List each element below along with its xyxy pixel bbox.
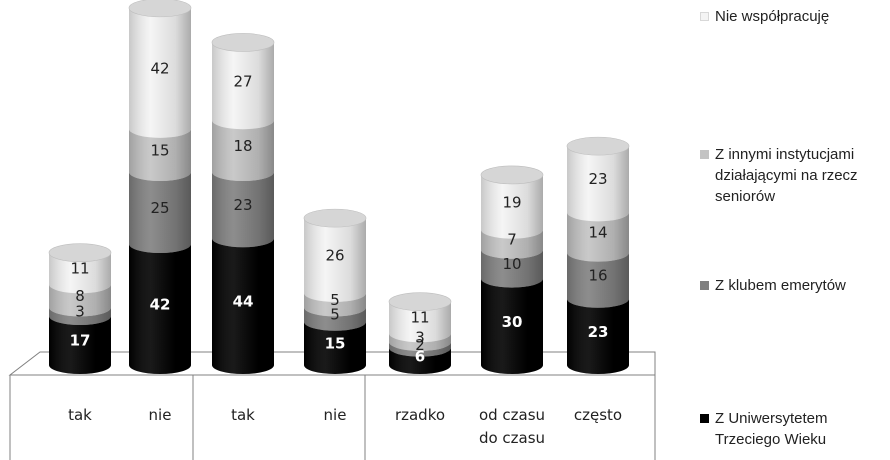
bar-segment-shade-1-3 [49,284,111,317]
bar-segment-shade-5-1 [389,347,451,374]
legend-swatch [700,12,709,21]
bar-segment-shade-6-1 [481,278,543,374]
legend-item-z-innymi-instytucjami-dzia-aj-cymi-na-rzecz-senior-w: Z innymi instytucjami działającymi na rz… [700,144,885,207]
value-label-z-klubem-emeryt-w-3: 23 [233,196,252,214]
value-label-z-klubem-emeryt-w-5: 2 [415,336,425,354]
bar-segment-shade-2-4 [129,7,191,138]
legend: Nie współpracuję Z innymi instytucjami dz… [700,0,890,460]
category-label-7: często [574,406,622,424]
bar-segment-shade-1-2 [49,307,111,326]
value-label-nie-wsp-pracuj-6: 19 [502,193,521,211]
value-label-nie-wsp-pracuj-5: 11 [410,308,429,326]
legend-label: Z klubem emerytów [715,277,846,294]
bar-top-cap-4 [303,208,367,228]
bar-segment-shade-4-1 [304,321,366,374]
bar-top-cap-1 [48,243,112,262]
value-label-z-innymi-instytucjami-dzia-aj-cymi-na-rzecz-senior-w-2: 15 [150,141,169,159]
bar-stack-5: 623 11 [388,292,452,374]
category-label-3: tak [231,406,255,424]
bar-segment-shade-3-2 [212,172,274,248]
legend-label: Nie współpracuję [715,8,830,25]
value-label-z-uniwersytetem-trzeciego-wieku-1: 17 [70,332,91,350]
bar-stack-3: 44 23 18 27 [211,33,275,374]
value-label-nie-wsp-pracuj-3: 27 [233,72,252,90]
value-label-z-innymi-instytucjami-dzia-aj-cymi-na-rzecz-senior-w-3: 18 [233,137,252,155]
bar-top-cap-3 [211,33,275,52]
value-label-z-klubem-emeryt-w-1: 3 [75,303,85,321]
legend-item-nie-wsp-pracuj: Nie współpracuję [700,6,885,27]
value-label-nie-wsp-pracuj-1: 11 [70,260,89,278]
stacked-bar-chart: tak nie tak nie rzadko od czasu do czasu często… [8,0,656,460]
value-label-z-innymi-instytucjami-dzia-aj-cymi-na-rzecz-senior-w-5: 3 [415,329,425,347]
value-label-z-innymi-instytucjami-dzia-aj-cymi-na-rzecz-senior-w-7: 14 [588,224,607,242]
bar-segment-shade-6-4 [481,174,543,239]
value-label-z-uniwersytetem-trzeciego-wieku-4: 15 [325,334,346,352]
bar-segment-shade-2-1 [129,244,191,374]
value-label-z-uniwersytetem-trzeciego-wieku-7: 23 [588,323,609,341]
bar-segment-shade-3-3 [212,120,274,182]
bar-stack-4: 15 55 26 [303,208,367,374]
bar-top-cap-7 [566,136,630,156]
category-label-4: nie [324,406,347,424]
bar-segment-shade-5-2 [389,341,451,357]
category-label-5: rzadko [395,406,445,424]
bar-segment-shade-1-4 [49,252,111,294]
bar-stack-7: 23 16 14 23 [566,136,630,374]
bar-stack-1: 17 38 11 [48,243,112,374]
bar-segment-shade-7-1 [567,298,629,374]
value-label-z-innymi-instytucjami-dzia-aj-cymi-na-rzecz-senior-w-1: 8 [75,287,85,305]
bar-segment-shade-4-2 [304,307,366,331]
bar-segment-shade-1-1 [49,316,111,374]
legend-item-z-klubem-emeryt-w: Z klubem emerytów [700,275,885,296]
value-label-z-uniwersytetem-trzeciego-wieku-3: 44 [233,293,254,311]
legend-label: Z Uniwersytetem Trzeciego Wieku [715,410,828,448]
category-label-2: nie [149,406,172,424]
bar-segment-shade-3-1 [212,238,274,374]
bar-top-cap-6 [480,165,544,185]
bar-stack-6: 30 10 7 19 [480,165,544,374]
bar-segment-shade-2-3 [129,128,191,182]
value-label-z-innymi-instytucjami-dzia-aj-cymi-na-rzecz-senior-w-4: 5 [330,291,340,309]
legend-swatch [700,281,709,290]
value-label-z-klubem-emeryt-w-4: 5 [330,306,340,324]
bar-segment-shade-7-4 [567,146,629,222]
legend-label: Z innymi instytucjami działającymi na rz… [715,146,858,205]
value-label-nie-wsp-pracuj-4: 26 [325,247,344,265]
value-label-z-uniwersytetem-trzeciego-wieku-6: 30 [502,313,523,331]
value-label-z-innymi-instytucjami-dzia-aj-cymi-na-rzecz-senior-w-6: 7 [507,231,517,249]
value-label-nie-wsp-pracuj-7: 23 [588,170,607,188]
bar-segment-shade-2-2 [129,172,191,254]
value-label-z-klubem-emeryt-w-6: 10 [502,255,521,273]
bar-stack-2: 42 25 15 42 [128,0,192,374]
bar-segment-shade-5-3 [389,333,451,351]
bar-segment-shade-4-4 [304,218,366,302]
bar-segment-shade-4-3 [304,293,366,317]
bar-segment-shade-6-2 [481,249,543,288]
bar-segment-shade-5-4 [389,301,451,343]
legend-swatch [700,150,709,159]
value-label-z-uniwersytetem-trzeciego-wieku-2: 42 [150,296,171,314]
category-label-6: od czasu do czasu [479,406,545,447]
category-axis-table: tak nie tak nie rzadko od czasu do czasu często [9,375,656,460]
bar-segment-shade-3-4 [212,42,274,130]
value-label-z-klubem-emeryt-w-2: 25 [150,199,169,217]
bar-segment-shade-7-3 [567,212,629,262]
value-label-z-klubem-emeryt-w-7: 16 [588,267,607,285]
bar-top-cap-2 [128,0,192,18]
legend-item-z-uniwersytetem-trzeciego-wieku: Z Uniwersytetem Trzeciego Wieku [700,408,885,450]
category-label-1: tak [68,406,92,424]
value-label-nie-wsp-pracuj-2: 42 [150,59,169,77]
bar-segment-shade-6-3 [481,229,543,259]
value-label-z-uniwersytetem-trzeciego-wieku-5: 6 [415,347,425,365]
legend-swatch [700,414,709,423]
bar-segment-shade-7-2 [567,252,629,308]
bar-top-cap-5 [388,292,452,311]
